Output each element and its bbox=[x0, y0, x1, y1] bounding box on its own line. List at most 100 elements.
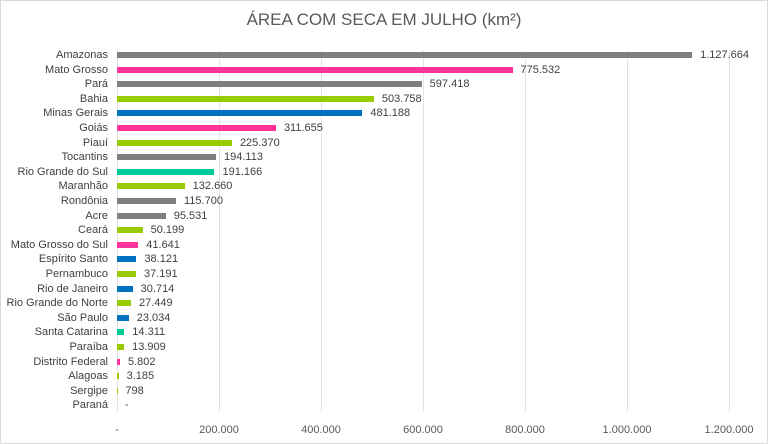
bar-row: Rio Grande do Sul 191.166 bbox=[0, 165, 768, 179]
bar-row: Acre 95.531 bbox=[0, 209, 768, 223]
category-label: Acre bbox=[85, 209, 108, 222]
value-label: 50.199 bbox=[150, 224, 185, 237]
category-label: Bahia bbox=[79, 92, 108, 105]
bar bbox=[117, 256, 137, 263]
value-label: 37.191 bbox=[143, 268, 178, 280]
category-label: Goiás bbox=[79, 122, 108, 134]
bar-row: Santa Catarina 14.311 bbox=[0, 325, 768, 339]
bar bbox=[117, 271, 136, 277]
x-tick-label: 400.000 bbox=[301, 424, 341, 436]
value-label: 27.449 bbox=[138, 297, 173, 310]
value-label: 597.418 bbox=[429, 78, 470, 91]
bar bbox=[117, 139, 232, 146]
bar bbox=[117, 373, 119, 380]
value-label: 775.532 bbox=[520, 63, 561, 76]
gridline bbox=[729, 50, 730, 412]
value-label: 5.802 bbox=[127, 355, 156, 368]
value-label: 38.121 bbox=[144, 253, 179, 266]
gridline bbox=[423, 50, 424, 412]
bar-row: Sergipe 798 bbox=[0, 384, 768, 398]
bar-row: Distrito Federal 5.802 bbox=[0, 355, 768, 369]
bar-row: Pernambuco 37.191 bbox=[0, 267, 768, 281]
bar bbox=[117, 168, 215, 175]
category-label: Paraíba bbox=[69, 341, 108, 353]
bar bbox=[117, 198, 176, 204]
bar-row: Ceará 50.199 bbox=[0, 223, 768, 237]
category-label: Tocantins bbox=[61, 151, 108, 164]
bar bbox=[117, 285, 133, 292]
category-label: Espírito Santo bbox=[38, 253, 108, 266]
bar-row: Pará 597.418 bbox=[0, 77, 768, 91]
bar-row: Piauí 225.370 bbox=[0, 136, 768, 150]
bar bbox=[117, 358, 120, 365]
category-label: Amazonas bbox=[56, 49, 108, 61]
x-tick-label: 1.200.000 bbox=[704, 424, 754, 436]
gridline bbox=[219, 50, 220, 412]
category-label: Rondônia bbox=[60, 195, 108, 207]
value-label: 132.660 bbox=[192, 180, 233, 193]
value-label: 115.700 bbox=[184, 195, 223, 207]
bar bbox=[117, 329, 125, 336]
x-tick-label: 1.000.000 bbox=[602, 424, 652, 436]
bar-row: Amazonas 1.127.664 bbox=[0, 48, 768, 62]
chart-title: ÁREA COM SECA EM JULHO (km²) bbox=[246, 10, 522, 29]
gridline bbox=[627, 50, 628, 412]
category-label: Distrito Federal bbox=[33, 355, 108, 368]
bar-row: Tocantins 194.113 bbox=[0, 150, 768, 164]
bar bbox=[117, 212, 166, 219]
category-label: Mato Grosso bbox=[45, 63, 108, 76]
category-label: Maranhão bbox=[58, 180, 108, 193]
bar-row: Mato Grosso do Sul 41.641 bbox=[0, 238, 768, 252]
gridline bbox=[321, 50, 322, 412]
category-label: Piauí bbox=[82, 136, 108, 149]
category-label: Rio Grande do Sul bbox=[17, 165, 109, 178]
bar-row: Espírito Santo 38.121 bbox=[0, 252, 768, 266]
gridline bbox=[525, 50, 526, 412]
x-tick-label: 200.000 bbox=[199, 424, 239, 436]
category-label: Paraná bbox=[72, 399, 108, 412]
category-label: Ceará bbox=[78, 224, 108, 237]
value-label: 311.655 bbox=[283, 122, 323, 134]
value-label: 191.166 bbox=[222, 165, 263, 178]
value-label: 23.034 bbox=[136, 311, 171, 324]
bar bbox=[117, 95, 374, 102]
category-label: Sergipe bbox=[70, 384, 108, 397]
category-label: Rio de Janeiro bbox=[37, 282, 108, 295]
bar-row: Paraíba 13.909 bbox=[0, 340, 768, 354]
bar bbox=[117, 183, 185, 190]
value-label: - bbox=[125, 399, 129, 412]
bar-row: Rio Grande do Norte 27.449 bbox=[0, 296, 768, 310]
value-label: 1.127.664 bbox=[700, 49, 750, 61]
value-label: 194.113 bbox=[223, 151, 263, 164]
category-label: Pará bbox=[84, 78, 108, 91]
category-label: Alagoas bbox=[68, 370, 108, 383]
value-label: 481.188 bbox=[370, 107, 411, 120]
bar bbox=[117, 241, 139, 248]
bar-row: Bahia 503.758 bbox=[0, 92, 768, 106]
value-label: 503.758 bbox=[381, 92, 422, 105]
x-tick-label: 600.000 bbox=[403, 424, 443, 436]
value-label: 13.909 bbox=[132, 341, 166, 353]
bar-row: Rondônia 115.700 bbox=[0, 194, 768, 208]
bar-row: Goiás 311.655 bbox=[0, 121, 768, 135]
category-label: Pernambuco bbox=[45, 268, 108, 280]
bar-row: Mato Grosso 775.532 bbox=[0, 63, 768, 77]
value-label: 95.531 bbox=[173, 209, 208, 222]
x-tick-label: 800.000 bbox=[505, 424, 545, 436]
bar bbox=[117, 314, 129, 321]
bar bbox=[117, 52, 693, 58]
bar bbox=[117, 344, 125, 350]
value-label: 3.185 bbox=[126, 370, 155, 383]
category-label: Minas Gerais bbox=[43, 107, 108, 120]
bar bbox=[117, 300, 131, 307]
value-label: 30.714 bbox=[140, 282, 175, 295]
category-label: São Paulo bbox=[57, 311, 108, 324]
bar-row: Rio de Janeiro 30.714 bbox=[0, 282, 768, 296]
bar bbox=[117, 110, 363, 117]
value-label: 225.370 bbox=[239, 136, 280, 149]
bar bbox=[117, 66, 513, 73]
category-label: Mato Grosso do Sul bbox=[10, 238, 108, 251]
bar-row: Minas Gerais 481.188 bbox=[0, 106, 768, 120]
bar bbox=[117, 125, 276, 131]
value-label: 14.311 bbox=[132, 326, 166, 339]
